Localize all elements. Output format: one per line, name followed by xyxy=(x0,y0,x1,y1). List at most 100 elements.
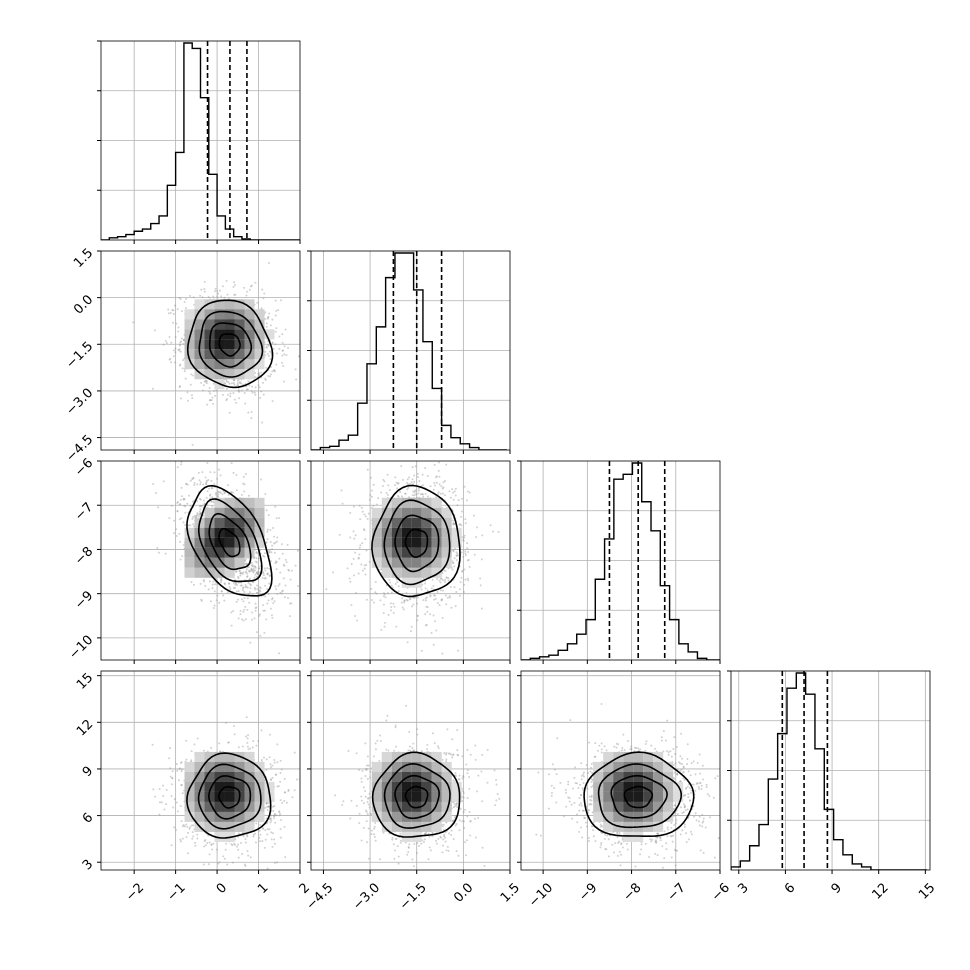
scatter-point xyxy=(274,814,277,817)
scatter-point xyxy=(422,493,425,496)
scatter-point xyxy=(208,399,211,402)
scatter-point xyxy=(179,341,182,344)
scatter-point xyxy=(416,614,419,617)
scatter-point xyxy=(243,597,246,600)
scatter-point xyxy=(268,574,271,577)
scatter-point xyxy=(196,833,199,836)
scatter-point xyxy=(202,483,205,486)
scatter-point xyxy=(220,590,223,593)
density-cell xyxy=(371,537,382,548)
scatter-point xyxy=(183,498,186,501)
density-cell xyxy=(411,557,422,568)
density-cell xyxy=(421,517,432,528)
scatter-point xyxy=(236,379,239,382)
scatter-point xyxy=(366,468,369,471)
density-cell xyxy=(224,547,235,558)
scatter-point xyxy=(215,493,218,496)
scatter-point xyxy=(199,481,202,484)
scatter-point xyxy=(184,505,187,508)
scatter-point xyxy=(269,817,272,820)
scatter-point xyxy=(476,526,479,529)
scatter-point xyxy=(196,837,199,840)
scatter-point xyxy=(191,831,194,834)
scatter-point xyxy=(462,556,465,559)
scatter-point xyxy=(192,476,195,479)
scatter-point xyxy=(424,599,427,602)
scatter-point xyxy=(265,618,268,621)
scatter-point xyxy=(255,557,258,560)
scatter-point xyxy=(464,522,467,525)
scatter-point xyxy=(258,386,261,389)
scatter-point xyxy=(460,515,463,518)
scatter-point xyxy=(237,389,240,392)
density-cell xyxy=(391,497,402,508)
scatter-point xyxy=(437,492,440,495)
scatter-point xyxy=(281,354,284,357)
scatter-point xyxy=(466,577,469,580)
scatter-point xyxy=(176,501,179,504)
scatter-point xyxy=(162,480,165,483)
scatter-point xyxy=(178,386,181,389)
scatter-point xyxy=(259,397,262,400)
scatter-point xyxy=(190,581,193,584)
scatter-point xyxy=(198,479,201,482)
density-cell xyxy=(401,557,412,568)
scatter-point xyxy=(257,572,260,575)
scatter-point xyxy=(305,341,307,343)
scatter-point xyxy=(253,565,256,568)
scatter-point xyxy=(403,599,406,602)
scatter-point xyxy=(441,579,444,582)
scatter-point xyxy=(424,582,427,585)
scatter-point xyxy=(265,325,268,328)
scatter-point xyxy=(353,537,356,540)
scatter-point xyxy=(263,609,266,612)
density-cell xyxy=(411,527,422,538)
scatter-point xyxy=(209,600,212,603)
scatter-point xyxy=(202,578,205,581)
scatter-point xyxy=(245,570,248,573)
density-cell xyxy=(254,359,265,370)
scatter-point xyxy=(434,597,437,600)
density-cell xyxy=(214,359,225,370)
scatter-point xyxy=(174,347,177,350)
scatter-point xyxy=(165,342,168,345)
scatter-point xyxy=(254,607,257,610)
scatter-point xyxy=(450,606,453,609)
scatter-point xyxy=(255,575,258,578)
scatter-point xyxy=(275,588,278,591)
scatter-point xyxy=(475,535,478,538)
scatter-point xyxy=(278,517,281,520)
scatter-point xyxy=(216,594,219,597)
scatter-point xyxy=(383,625,386,628)
density-cell xyxy=(234,517,245,528)
scatter-point xyxy=(440,599,443,602)
scatter-point xyxy=(216,491,219,494)
scatter-point xyxy=(386,592,389,595)
scatter-point xyxy=(253,391,256,394)
scatter-point xyxy=(277,309,280,312)
scatter-point xyxy=(247,411,250,414)
scatter-point xyxy=(284,856,287,859)
scatter-point xyxy=(258,557,261,560)
scatter-point xyxy=(218,601,221,604)
scatter-point xyxy=(178,348,181,351)
scatter-point xyxy=(221,393,224,396)
scatter-point xyxy=(267,551,270,554)
scatter-point xyxy=(180,310,183,313)
density-cell xyxy=(421,497,432,508)
scatter-point xyxy=(411,494,414,497)
density-cell xyxy=(254,507,265,518)
scatter-point xyxy=(408,458,410,460)
scatter-point xyxy=(357,572,360,575)
scatter-point xyxy=(254,609,257,612)
scatter-point xyxy=(200,505,203,508)
scatter-point xyxy=(460,551,463,554)
scatter-point xyxy=(397,482,400,485)
scatter-point xyxy=(264,577,267,580)
scatter-point xyxy=(205,379,208,382)
scatter-point xyxy=(227,582,230,585)
density-cell xyxy=(204,557,215,568)
scatter-point xyxy=(268,567,271,570)
contour-1 xyxy=(218,527,241,558)
scatter-point xyxy=(214,290,217,293)
